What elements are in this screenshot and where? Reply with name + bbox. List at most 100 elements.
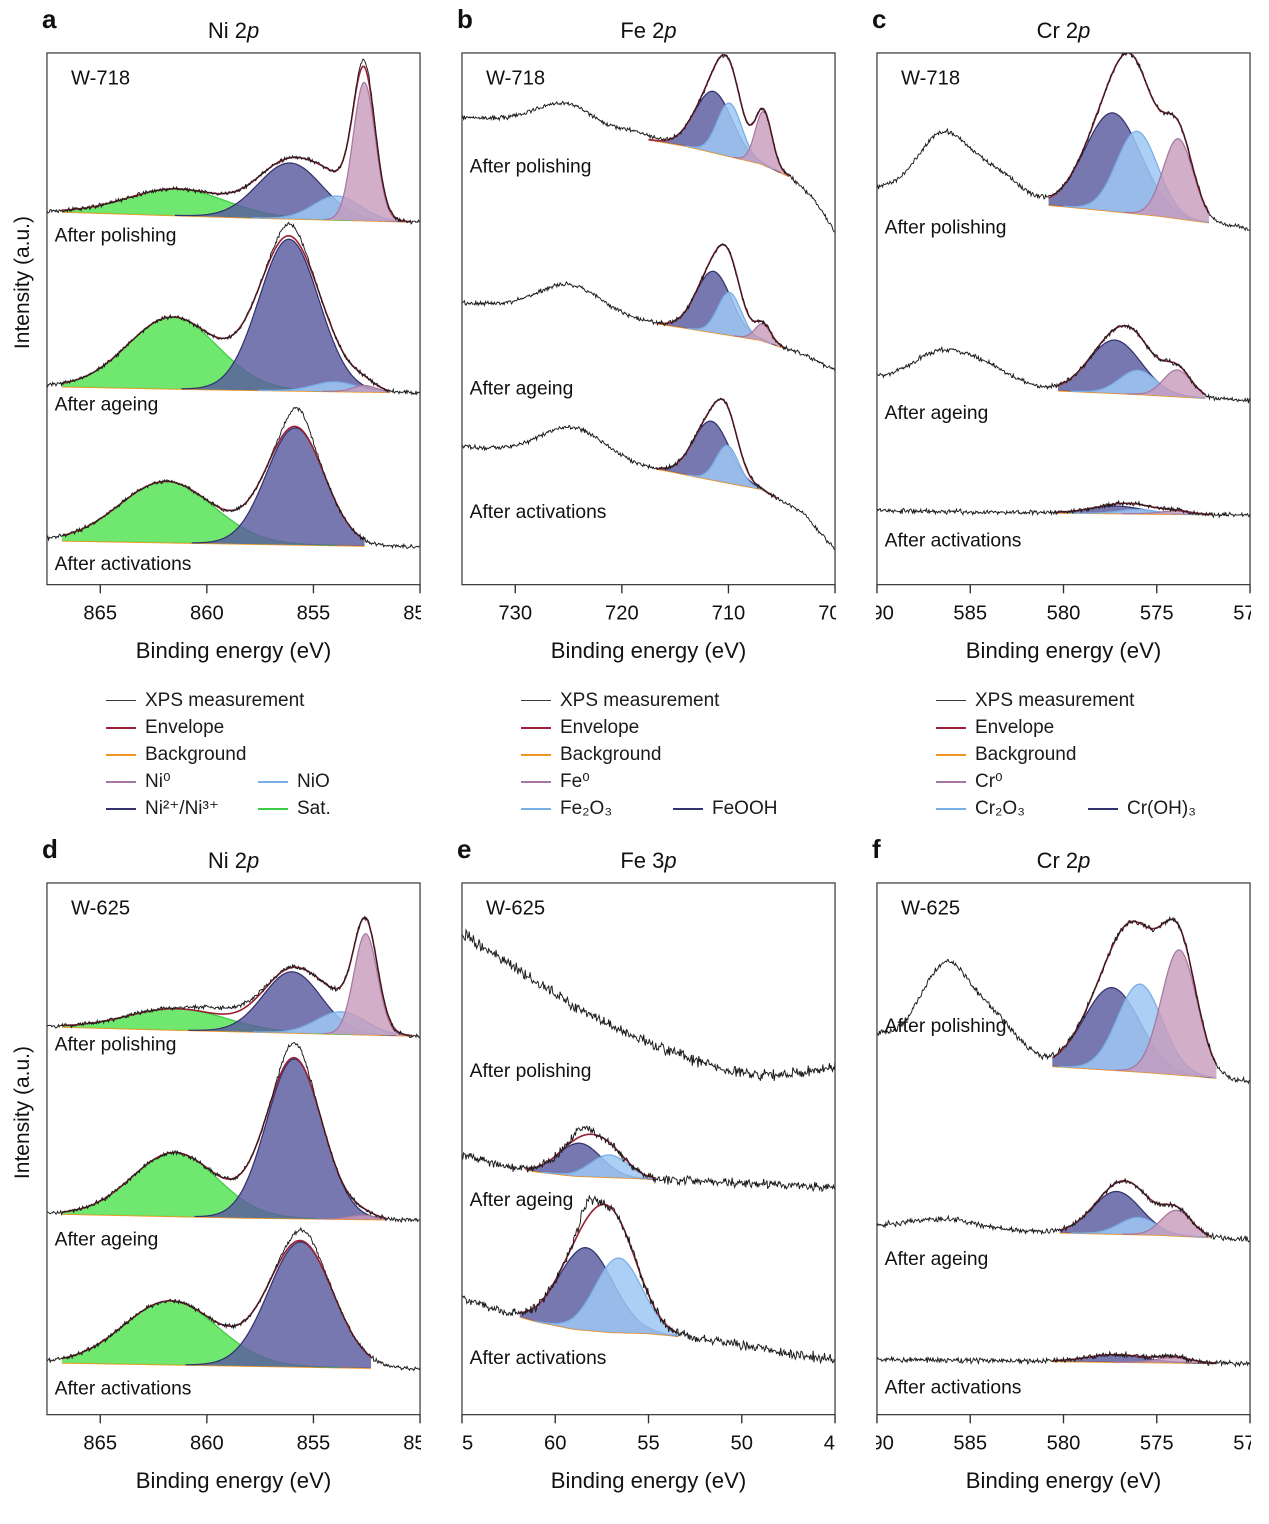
figure-row-top: Intensity (a.u.) a Ni 2p After polishing Af… bbox=[10, 4, 1251, 669]
legend-item-label: NiO bbox=[297, 770, 330, 792]
xps-measurement-curve bbox=[462, 397, 835, 551]
legend-item-label: Envelope bbox=[975, 716, 1055, 738]
legend-row: Cr₂O₃ Cr(OH)₃ bbox=[936, 795, 1251, 822]
legend-swatch-hydroxide bbox=[106, 807, 136, 810]
peak-fill-metal bbox=[1115, 950, 1217, 1079]
legend-group-1: XPS measurement Envelope Background Fe⁰ Fe₂O… bbox=[461, 687, 836, 822]
legend-row: Envelope bbox=[106, 714, 421, 741]
legend-swatch-oxide bbox=[258, 780, 288, 783]
figure-row-bottom: Intensity (a.u.) d Ni 2p After polishing Af… bbox=[10, 834, 1251, 1499]
x-tick-label: 60 bbox=[544, 1433, 566, 1455]
legend-swatch-background bbox=[521, 753, 551, 756]
xps-measurement-curve bbox=[877, 323, 1250, 404]
x-tick-label: 720 bbox=[605, 602, 639, 624]
legend-item: XPS measurement bbox=[106, 690, 304, 712]
x-tick-label: 855 bbox=[297, 1433, 331, 1455]
legend-row: Cr⁰ bbox=[936, 768, 1251, 795]
trace-label: After ageing bbox=[470, 378, 574, 399]
legend-row: Envelope bbox=[936, 714, 1251, 741]
y-axis-label-wrap-top: Intensity (a.u.) bbox=[10, 6, 36, 669]
panel-title-d: Ni 2p bbox=[207, 848, 260, 874]
x-tick-label: 850 bbox=[403, 1433, 421, 1455]
xps-measurement-curve bbox=[462, 53, 835, 233]
panel-b: b Fe 2p After polishing After ageing After a… bbox=[457, 4, 836, 669]
x-tick-label: 710 bbox=[712, 602, 746, 624]
panel-title-c: Cr 2p bbox=[1036, 18, 1091, 43]
panel-head-a: a Ni 2p bbox=[42, 4, 421, 52]
xps-measurement-curve bbox=[47, 221, 420, 396]
peak-edge-hydroxide bbox=[181, 238, 391, 393]
legend-group-2: XPS measurement Envelope Background Cr⁰ Cr₂O… bbox=[876, 687, 1251, 822]
legend-item: NiO bbox=[258, 771, 330, 793]
peak-edge-metal bbox=[324, 81, 405, 223]
trace-label: After ageing bbox=[885, 403, 989, 424]
xps-measurement-curve bbox=[462, 1195, 835, 1365]
legend-row: XPS measurement bbox=[521, 687, 836, 714]
legend-item-label: Envelope bbox=[145, 716, 225, 738]
legend-row: Ni⁰ NiO bbox=[106, 768, 421, 795]
xps-measurement-curve bbox=[877, 1350, 1250, 1368]
panel-a-plot: After polishing After ageing After activat… bbox=[46, 52, 421, 663]
plot-frame bbox=[461, 882, 836, 1416]
xps-measurement-curve bbox=[47, 58, 420, 225]
peak-edge-hydroxide bbox=[194, 1058, 386, 1220]
trace-label: After ageing bbox=[55, 1230, 159, 1251]
trace-label: After activations bbox=[55, 554, 192, 575]
trace-label: After ageing bbox=[55, 394, 159, 415]
legend-swatch-measurement bbox=[106, 700, 136, 702]
peak-fill-sat bbox=[61, 1009, 354, 1035]
legend-item-label: Envelope bbox=[560, 716, 640, 738]
x-tick-label: 575 bbox=[1140, 1433, 1174, 1455]
peak-fill-metal bbox=[1126, 369, 1206, 399]
peak-fill-sat bbox=[61, 317, 334, 392]
panel-c-plot: After polishing After ageing After activat… bbox=[876, 52, 1251, 663]
x-tick-label: 850 bbox=[403, 602, 421, 624]
x-tick-label: 55 bbox=[637, 1433, 659, 1455]
peak-edge-metal bbox=[322, 384, 391, 393]
sample-label: W-625 bbox=[901, 898, 960, 920]
peak-fill-metal bbox=[733, 111, 790, 177]
legend-swatch-metal bbox=[106, 780, 136, 783]
peak-fill-oxide bbox=[1070, 370, 1206, 399]
peak-fill-oxide bbox=[1070, 509, 1206, 515]
x-tick-label: 45 bbox=[824, 1433, 836, 1455]
peak-fill-oxide bbox=[1070, 1217, 1206, 1238]
legend-item-label: Sat. bbox=[297, 797, 331, 819]
peak-fill-hydroxide bbox=[174, 162, 406, 222]
row-panels-top: a Ni 2p After polishing After ageing After a… bbox=[42, 4, 1251, 669]
legend-row: Background bbox=[521, 741, 836, 768]
legend-band-spacer bbox=[10, 687, 36, 822]
xps-measurement-curve bbox=[877, 916, 1250, 1085]
panel-e-plot: After polishing After ageing After activat… bbox=[461, 882, 836, 1493]
legend-groups: XPS measurement Envelope Background Ni⁰ NiO N… bbox=[46, 687, 1251, 822]
panel-title-e: Fe 3p bbox=[620, 848, 677, 874]
x-axis-label: Binding energy (eV) bbox=[551, 1468, 746, 1493]
legend-row: Fe⁰ bbox=[521, 768, 836, 795]
xps-measurement-curve bbox=[47, 406, 420, 550]
x-axis-label: Binding energy (eV) bbox=[966, 638, 1161, 663]
legend-swatch-oxide bbox=[521, 807, 551, 810]
legend-row: XPS measurement bbox=[106, 687, 421, 714]
x-tick-label: 585 bbox=[953, 602, 987, 624]
x-tick-label: 860 bbox=[190, 602, 224, 624]
legend-item-label: Fe⁰ bbox=[560, 771, 590, 793]
legend-item: Ni⁰ bbox=[106, 770, 258, 793]
trace-label: After ageing bbox=[470, 1191, 574, 1212]
legend-item: XPS measurement bbox=[936, 690, 1134, 712]
legend-item: XPS measurement bbox=[521, 690, 719, 712]
peak-fill-hydroxide bbox=[181, 239, 391, 393]
x-tick-label: 860 bbox=[190, 1433, 224, 1455]
legend-swatch-metal bbox=[936, 780, 966, 783]
panel-title-a: Ni 2p bbox=[207, 18, 260, 43]
sample-label: W-625 bbox=[486, 898, 545, 920]
xps-measurement-curve bbox=[462, 928, 835, 1082]
legend-item-label: XPS measurement bbox=[560, 689, 720, 711]
x-tick-label: 700 bbox=[818, 602, 836, 624]
legend-item: Background bbox=[106, 744, 246, 766]
x-tick-label: 590 bbox=[876, 1433, 894, 1455]
peak-fill-sat bbox=[61, 1152, 329, 1220]
panel-head-e: e Fe 3p bbox=[457, 834, 836, 882]
legend-item-label: XPS measurement bbox=[145, 689, 305, 711]
legend-row: Ni²⁺/Ni³⁺ Sat. bbox=[106, 795, 421, 822]
legend-row: Fe₂O₃ FeOOH bbox=[521, 795, 836, 822]
